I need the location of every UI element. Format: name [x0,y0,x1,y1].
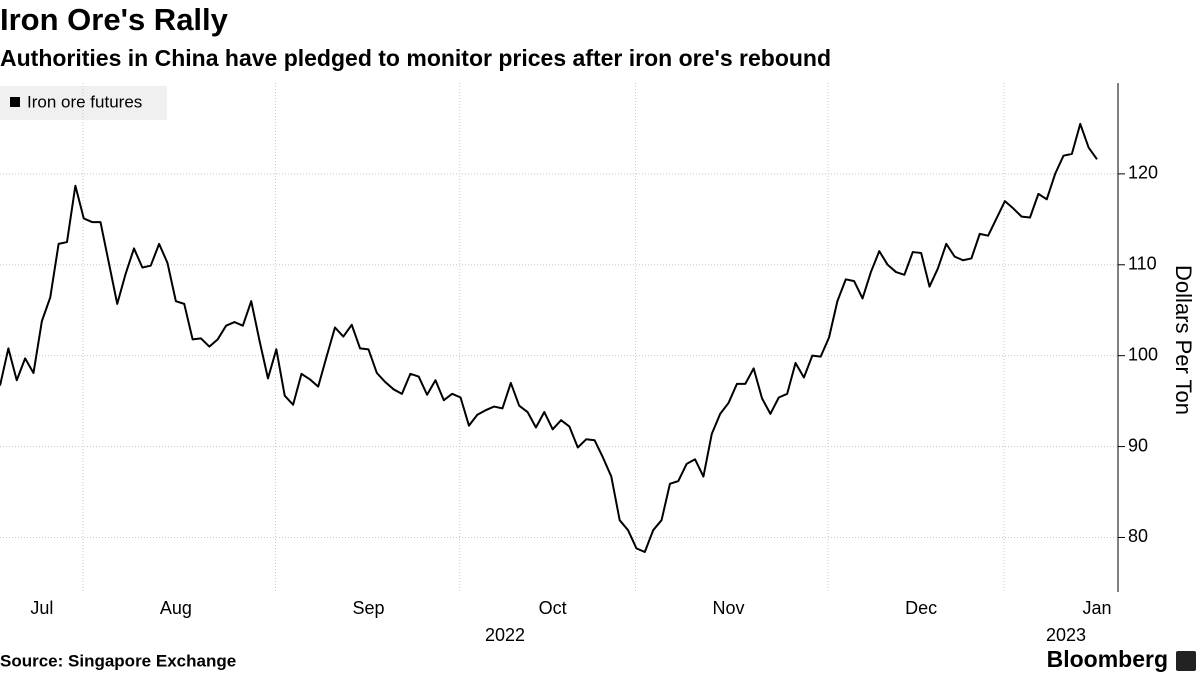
legend-box [0,86,167,120]
y-tick-label: 100 [1128,344,1158,364]
chart-title: Iron Ore's Rally [0,2,229,37]
grid [0,83,1118,592]
year-label: 2022 [485,625,525,645]
y-tick-label: 120 [1128,163,1158,183]
y-tick-label: 110 [1128,254,1157,274]
x-tick-label: Sep [352,598,384,618]
x-tick-label: Oct [539,598,567,618]
legend-label: Iron ore futures [27,92,142,111]
source: Source: Singapore Exchange [0,651,236,670]
brand: Bloomberg [1047,646,1168,672]
year-label: 2023 [1046,625,1086,645]
y-tick-label: 80 [1128,526,1148,546]
x-tick-label: Nov [713,598,745,618]
x-tick-label: Dec [905,598,937,618]
x-tick-label: Jan [1082,598,1111,618]
line-series [0,122,1098,554]
chart-subtitle: Authorities in China have pledged to mon… [0,45,831,71]
y-tick-label: 90 [1128,435,1148,455]
y-axis-label: Dollars Per Ton [1171,265,1196,415]
brand-icon [1176,651,1196,671]
legend-swatch [10,97,20,107]
x-tick-label: Aug [160,598,192,618]
x-tick-label: Jul [30,598,53,618]
